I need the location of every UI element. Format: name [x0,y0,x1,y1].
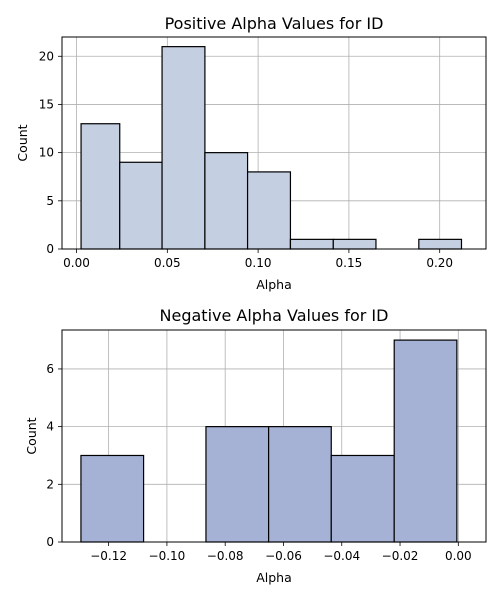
y-tick-label: 0 [46,535,54,549]
x-tick-label: −0.02 [382,549,419,563]
histogram-bar [289,238,334,250]
x-axis-label: Alpha [256,277,292,292]
x-tick-label: 0.10 [245,256,272,270]
y-axis-label: Count [15,124,30,161]
y-tick-label: 20 [39,49,54,63]
histogram-bar [161,46,206,250]
x-tick-label: 0.05 [154,256,181,270]
ticks: 0.00 0.05 0.10 0.15 0.20 0 5 10 15 20 [39,49,453,270]
chart-title: Positive Alpha Values for ID [165,14,384,33]
plot-frame [61,36,487,250]
histogram-bar [330,454,395,543]
histogram-bar [268,426,332,543]
x-tick-label: −0.10 [149,549,186,563]
x-tick-label: −0.12 [90,549,127,563]
bars [80,46,463,250]
histogram-bar [205,426,270,543]
histogram-bar [418,238,463,250]
histogram-bar [246,171,292,250]
chart-title: Negative Alpha Values for ID [160,306,389,325]
histogram-bar [332,238,377,250]
histogram-bar [80,123,121,250]
negative-alpha-histogram: Negative Alpha Values for ID Alpha Count… [24,306,487,585]
x-tick-label: 0.00 [445,549,472,563]
positive-alpha-histogram: Positive Alpha Values for ID Alpha Count… [15,14,487,292]
y-tick-label: 5 [46,194,54,208]
x-tick-label: 0.20 [426,256,453,270]
y-axis-label: Count [24,417,39,454]
y-tick-label: 10 [39,146,54,160]
y-tick-label: 4 [46,420,54,434]
y-tick-label: 15 [39,97,54,111]
histogram-bar [204,152,249,250]
plot-frame [61,329,487,543]
x-tick-label: 0.15 [336,256,363,270]
histogram-bar [393,339,458,543]
x-axis-label: Alpha [256,570,292,585]
histogram-bar [119,161,163,250]
bars [80,339,458,543]
ticks: −0.12 −0.10 −0.08 −0.06 −0.04 −0.02 0.00 0 2 4 6 [46,362,471,563]
y-tick-label: 0 [46,242,54,256]
y-tick-label: 2 [46,477,54,491]
x-tick-label: 0.00 [63,256,90,270]
y-tick-label: 6 [46,362,54,376]
x-tick-label: −0.08 [207,549,244,563]
histogram-bar [80,454,145,543]
x-tick-label: −0.04 [323,549,360,563]
x-tick-label: −0.06 [265,549,302,563]
